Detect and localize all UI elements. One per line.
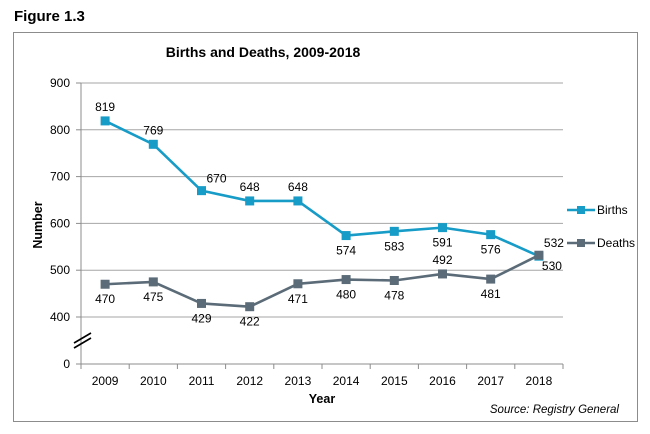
- marker-deaths: [534, 250, 544, 260]
- y-tick-labels: 0 400 500 600 700 800 900: [50, 76, 70, 371]
- data-label-deaths: 532: [544, 236, 564, 250]
- data-label-deaths: 429: [191, 311, 211, 325]
- data-label-births: 583: [384, 239, 404, 253]
- data-label-deaths: 478: [384, 288, 404, 302]
- data-label-deaths: 422: [240, 315, 260, 329]
- marker-births: [389, 226, 399, 236]
- marker-deaths: [148, 277, 158, 287]
- marker-births: [293, 196, 303, 206]
- x-tick-label: 2015: [381, 374, 408, 388]
- data-label-births: 769: [143, 123, 163, 137]
- legend-marker-births: [577, 206, 585, 214]
- data-label-births: 648: [240, 180, 260, 194]
- data-label-births: 576: [481, 243, 501, 257]
- x-tick-label: 2009: [92, 374, 119, 388]
- data-label-deaths: 475: [143, 290, 163, 304]
- x-tick-label: 2013: [285, 374, 312, 388]
- marker-births: [245, 196, 255, 206]
- marker-deaths: [293, 279, 303, 289]
- y-tick-label: 800: [50, 123, 70, 137]
- marker-deaths: [245, 302, 255, 312]
- chart-title: Births and Deaths, 2009-2018: [166, 44, 361, 60]
- y-tick-label: 500: [50, 263, 70, 277]
- x-tick-label: 2018: [526, 374, 553, 388]
- series-layer: [100, 116, 544, 312]
- axis-break-mark: [73, 332, 92, 344]
- marker-deaths: [486, 274, 496, 284]
- legend-label-births: Births: [597, 203, 628, 217]
- source-note: Source: Registry General: [490, 404, 620, 416]
- data-label-births: 591: [432, 236, 452, 250]
- data-labels: 819 769 670 648 648 574 583 591 576 530 470 475 429 4…: [95, 100, 564, 329]
- x-tick-label: 2014: [333, 374, 360, 388]
- figure-label: Figure 1.3: [14, 8, 85, 25]
- data-label-births: 574: [336, 244, 356, 258]
- data-label-births: 670: [207, 172, 227, 186]
- y-tick-label: 600: [50, 216, 70, 230]
- x-tick-label: 2017: [477, 374, 504, 388]
- data-label-deaths: 480: [336, 288, 356, 302]
- y-tick-label: 0: [63, 357, 70, 371]
- marker-births: [486, 230, 496, 240]
- axis-break-mark: [73, 337, 92, 349]
- legend: Births Deaths: [567, 203, 635, 250]
- series-line-deaths: [105, 254, 540, 309]
- data-label-births: 648: [288, 180, 308, 194]
- marker-deaths: [389, 275, 399, 285]
- data-label-deaths: 471: [288, 292, 308, 306]
- gridlines: [81, 82, 563, 318]
- x-tick-label: 2011: [189, 374, 215, 388]
- marker-births: [148, 139, 158, 149]
- marker-births: [341, 231, 351, 241]
- marker-deaths: [197, 298, 206, 308]
- data-label-births: 530: [542, 259, 562, 273]
- data-label-births: 819: [95, 100, 115, 114]
- marker-deaths: [100, 279, 110, 289]
- marker-deaths: [438, 269, 447, 279]
- y-tick-label: 700: [50, 170, 70, 184]
- axes: [73, 82, 564, 369]
- y-axis-title: Number: [31, 201, 45, 248]
- legend-marker-deaths: [577, 239, 585, 247]
- x-axis-title: Year: [309, 392, 336, 406]
- legend-label-deaths: Deaths: [597, 236, 635, 250]
- data-label-deaths: 481: [481, 287, 501, 301]
- x-tick-label: 2016: [429, 374, 456, 388]
- marker-deaths: [341, 275, 351, 285]
- x-tick-label: 2010: [140, 374, 167, 388]
- marker-births: [197, 186, 206, 196]
- marker-births: [438, 223, 447, 233]
- chart-frame: [13, 32, 638, 422]
- x-tick-label: 2012: [236, 374, 263, 388]
- x-tick-labels: 2009 2010 2011 2012 2013 2014 2015 2016 2017 2018: [92, 374, 553, 388]
- data-label-deaths: 492: [432, 253, 452, 267]
- series-line-births: [104, 119, 540, 258]
- y-tick-label: 900: [50, 76, 70, 90]
- marker-births: [100, 116, 110, 126]
- data-label-deaths: 470: [95, 292, 115, 306]
- y-tick-label: 400: [50, 310, 70, 324]
